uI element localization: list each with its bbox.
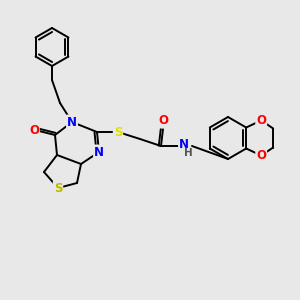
Text: O: O xyxy=(158,115,168,128)
Text: H: H xyxy=(184,148,192,158)
Text: S: S xyxy=(114,125,122,139)
Text: N: N xyxy=(67,116,77,128)
Text: N: N xyxy=(94,146,104,158)
Text: O: O xyxy=(256,149,266,162)
Text: N: N xyxy=(179,139,189,152)
Text: S: S xyxy=(54,182,62,194)
Text: O: O xyxy=(29,124,39,136)
Text: O: O xyxy=(256,114,266,127)
